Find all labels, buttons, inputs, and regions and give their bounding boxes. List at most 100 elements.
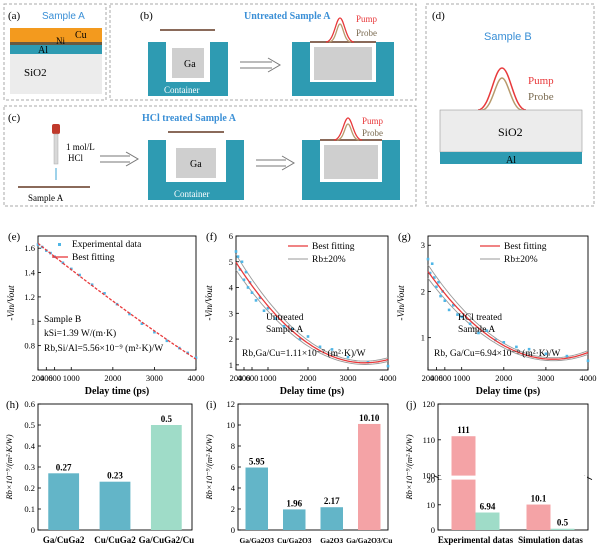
panel-letter: (e) (8, 231, 21, 243)
panel-a-letter: (a) (8, 10, 21, 22)
annotation: kSi=1.39 W/(m·K) (44, 328, 116, 339)
al-layer (10, 45, 102, 54)
panel-d-letter: (d) (432, 10, 445, 22)
y-tick-label: 2 (421, 286, 425, 296)
panel-d-title: Sample B (484, 31, 532, 43)
pipette-bulb (52, 124, 60, 134)
annotation: Sample B (44, 315, 81, 325)
x-tick-label: 600 (48, 373, 61, 383)
process-arrow-c2 (256, 155, 295, 171)
bar (150, 425, 182, 530)
bar-value-label: 10.1 (531, 494, 547, 504)
y-tick-label: 120 (422, 399, 435, 409)
al-label: Al (38, 45, 48, 56)
plot-frame (37, 235, 197, 371)
sio2-label: SiO2 (24, 67, 47, 79)
panel-b-letter: (b) (140, 10, 153, 22)
pump-label-b: Pump (356, 14, 378, 24)
y-tick-label: 1.6 (24, 243, 35, 253)
data-point (128, 312, 131, 316)
data-point (515, 345, 518, 349)
data-point (318, 345, 322, 349)
probe-beam-b (328, 23, 352, 43)
panel-letter: (i) (206, 399, 217, 411)
y-tick-label: 1 (229, 360, 233, 370)
fit-lower-bound (427, 278, 589, 362)
x-axis-label: Delay time (ps) (476, 386, 540, 397)
y-tick-label: 2 (229, 334, 233, 344)
y-tick-label: 2 (231, 504, 235, 514)
data-point (477, 331, 480, 335)
panel-c-title: HCl treated Sample A (142, 113, 237, 124)
data-point (428, 271, 432, 275)
ga-block-c-right (324, 145, 378, 179)
y-tick-label: 10 (427, 500, 436, 510)
panel-c-letter: (c) (8, 112, 21, 124)
y-tick-label: 8 (231, 441, 235, 451)
x-tick-label: 2000 (495, 373, 512, 383)
panel-c: (c) HCl treated Sample A 1 mol/L HCl Sam… (3, 105, 417, 207)
chart-h: (h) Rb×10⁻⁹/(m²·K/W) 0 0.1 0.2 0.3 0.4 0.5 0.6 0.… (4, 399, 194, 545)
y-tick-label: 0.3 (24, 462, 35, 472)
data-point (386, 364, 390, 368)
container-label-b-left: Container (164, 85, 200, 95)
y-tick-label: 1.2 (24, 292, 35, 302)
data-point (502, 341, 506, 344)
data-point (346, 355, 350, 359)
panel-d: (d) Sample B Pump Probe SiO2 Al (425, 3, 595, 207)
sio2-substrate (10, 54, 102, 94)
x-tick-label: 1000 (453, 373, 470, 383)
panel-b-frame (109, 3, 417, 101)
x-category-label: Ga2O3 (320, 536, 343, 545)
data-point (452, 304, 455, 307)
container-label-c-mid: Container (174, 189, 210, 199)
y-tick-label: 4 (231, 483, 236, 493)
data-point (298, 337, 302, 341)
fit-lower-bound (235, 269, 389, 365)
x-tick-label: 1000 (260, 373, 277, 383)
probe-label-d: Probe (528, 91, 554, 103)
bar-value-label: 5.95 (249, 457, 265, 467)
ni-layer (10, 42, 102, 45)
plot-frame (235, 235, 389, 371)
annotation: Rb, Ga/Cu=6.94×10⁻⁹ (m²·K)/W (434, 348, 560, 359)
annotation: Untreated (266, 313, 304, 323)
annotation: Sample A (266, 325, 303, 335)
data-point (447, 308, 451, 312)
x-tick-label: 200 (422, 373, 435, 383)
x-category-label: Cu/Ga2O3 (277, 536, 312, 545)
panel-a-title: Sample A (42, 11, 85, 22)
x-category-label: Ga/CuGa2 (43, 535, 85, 545)
bar-value-label: 0.27 (56, 462, 72, 472)
y-axis-label: Rb×10⁻⁹/(m²·K/W) (204, 434, 214, 500)
y-tick-label: 1.4 (24, 268, 35, 278)
pump-label-c: Pump (362, 116, 384, 126)
data-point (439, 294, 442, 298)
reagent-conc: 1 mol/L (66, 142, 95, 152)
legend-label: Best fitting (312, 241, 355, 252)
probe-beam-d (481, 77, 523, 111)
x-tick-label: 600 (438, 373, 451, 383)
y-tick-label: 0 (231, 525, 235, 535)
process-arrow-b (240, 57, 281, 73)
panel-b-title: Untreated Sample A (244, 11, 331, 22)
data-point (437, 280, 440, 284)
reagent-name: HCl (68, 153, 84, 163)
fit-upper-bound (235, 254, 389, 362)
bar (283, 509, 306, 530)
legend-label: Best fitting (72, 252, 115, 263)
probe-label-b: Probe (356, 28, 377, 38)
y-tick-label: 10 (227, 420, 236, 430)
bar-value-label: 0.5 (161, 414, 173, 424)
y-tick-label: 0.1 (24, 504, 35, 514)
y-tick-label: 0 (31, 525, 35, 535)
x-tick-label: 2000 (104, 373, 121, 383)
y-tick-label: 0.8 (24, 341, 35, 351)
data-point (460, 315, 463, 319)
y-tick-label: 100 (422, 471, 435, 481)
data-point (435, 285, 438, 289)
y-tick-label: 110 (423, 435, 435, 445)
data-point (282, 324, 286, 328)
